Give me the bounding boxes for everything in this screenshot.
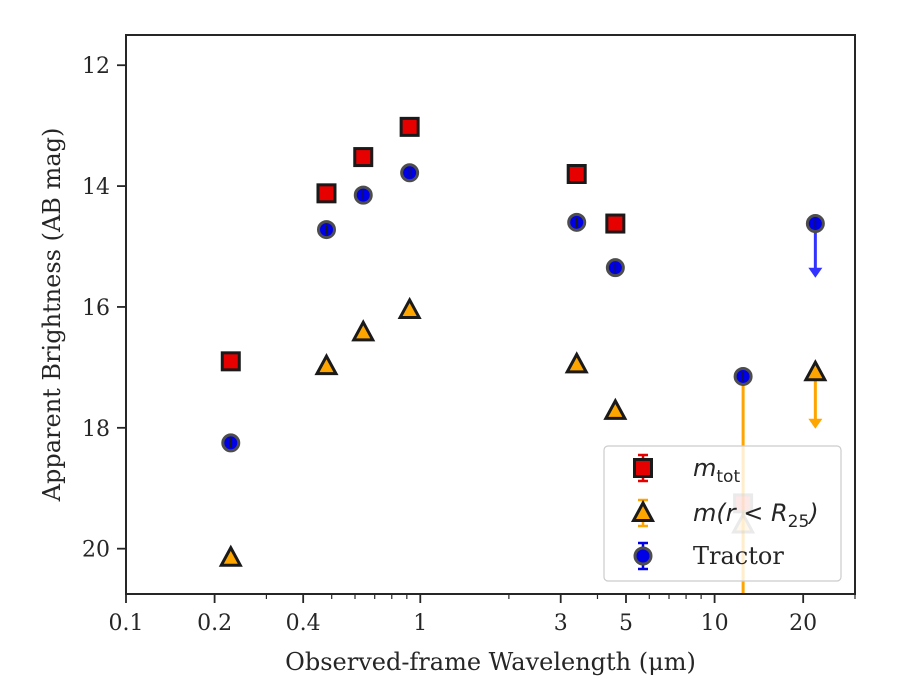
legend-marker-triangle <box>630 499 656 522</box>
x-tick-label: 1 <box>413 611 427 636</box>
plot-frame <box>125 34 856 595</box>
marker-square <box>605 213 626 234</box>
x-tick-label: 0.4 <box>286 611 321 636</box>
marker-triangle <box>351 319 376 342</box>
marker-triangle <box>603 397 628 420</box>
y-tick-label: 16 <box>82 296 110 321</box>
x-tick-label: 20 <box>789 611 817 636</box>
x-tick-label: 0.2 <box>197 611 232 636</box>
marker-square <box>220 351 241 372</box>
x-tick-label: 5 <box>619 611 633 636</box>
legend-marker-square <box>633 458 653 478</box>
legend-label-tractor: Tractor <box>693 542 784 570</box>
x-tick-label: 0.1 <box>109 611 144 636</box>
marker-square <box>566 163 587 184</box>
legend-marker-circle <box>633 546 653 566</box>
legend-label-mtot: mtot <box>693 454 740 487</box>
y-tick-label: 18 <box>82 417 110 442</box>
x-tick-label: 10 <box>701 611 729 636</box>
marker-square <box>316 183 337 204</box>
upper-limit-arrowhead <box>808 418 823 429</box>
y-tick-label: 12 <box>82 54 110 79</box>
x-tick-label: 3 <box>554 611 568 636</box>
upper-limit-arrowhead <box>808 267 823 278</box>
marker-triangle <box>564 351 589 374</box>
y-tick-label: 14 <box>82 175 110 200</box>
marker-square <box>353 147 374 168</box>
x-axis-label: Observed-frame Wavelength (μm) <box>285 648 696 676</box>
legend: mtot m(r < R25) Tractor <box>603 445 842 582</box>
y-axis-label: Apparent Brightness (AB mag) <box>38 128 66 503</box>
legend-label-mr25: m(r < R25) <box>693 499 819 532</box>
marker-square <box>399 116 420 137</box>
marker-triangle <box>218 544 243 567</box>
y-tick-label: 20 <box>82 538 110 563</box>
marker-triangle <box>803 359 828 382</box>
legend-box <box>603 445 842 582</box>
marker-triangle <box>314 353 339 376</box>
axis-ticks: 0.1 0.2 0.4 1 3 5 10 20 12 14 16 18 20 <box>82 54 856 636</box>
marker-triangle <box>397 296 422 319</box>
